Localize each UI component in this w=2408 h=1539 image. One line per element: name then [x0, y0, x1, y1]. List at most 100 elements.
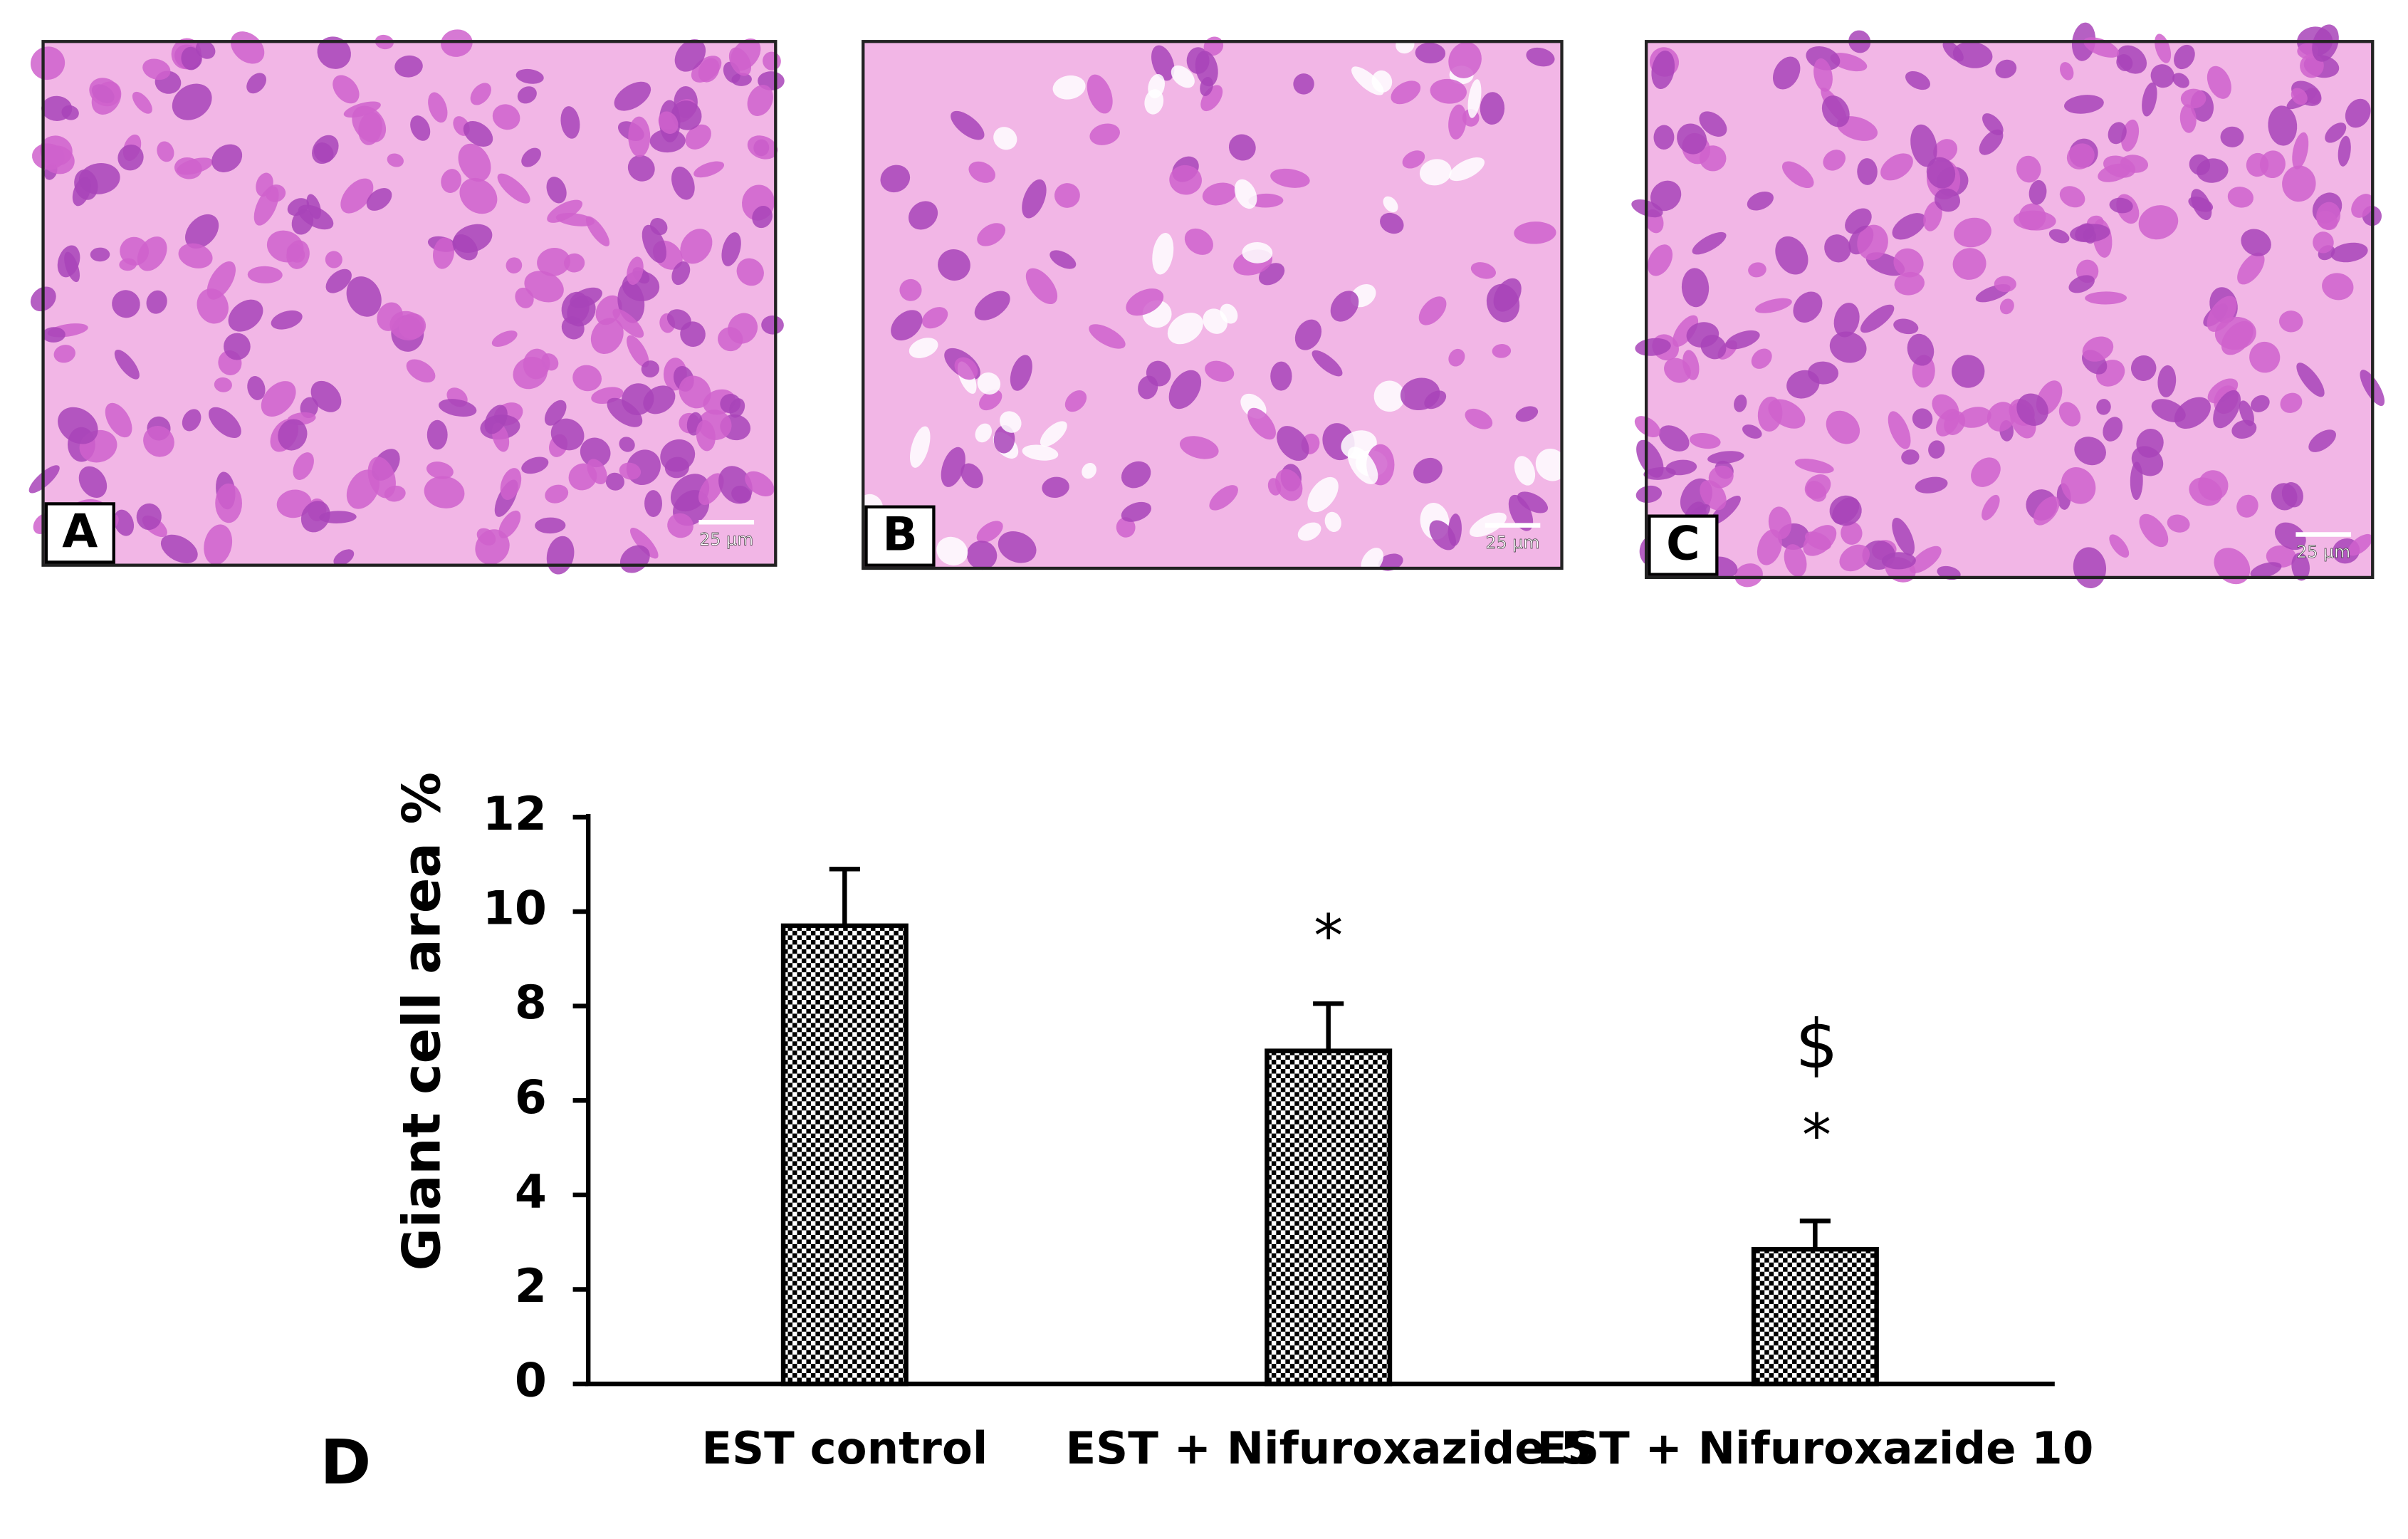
cell	[293, 452, 314, 480]
micrographs: A 25 µm B 25 µm C 25 µm	[28, 22, 2385, 588]
cell	[1010, 355, 1032, 391]
cell	[658, 111, 679, 135]
cell	[1971, 457, 2001, 487]
cell	[64, 251, 80, 283]
cell	[178, 243, 213, 268]
tissue	[856, 36, 1568, 574]
cell	[1747, 191, 1774, 211]
cell	[1986, 402, 2016, 432]
cell	[1138, 375, 1158, 400]
cell	[384, 485, 406, 502]
cell	[1234, 179, 1257, 209]
cell	[2345, 98, 2371, 128]
cell	[1052, 75, 1086, 100]
y-tick-label: 10	[483, 882, 547, 936]
cell	[1492, 344, 1512, 358]
cell	[317, 36, 351, 69]
cell	[667, 513, 693, 538]
cell	[891, 310, 923, 341]
cell	[975, 423, 993, 443]
cell	[537, 248, 570, 276]
cell	[2241, 229, 2271, 256]
cell	[1934, 188, 1961, 212]
cell	[2096, 399, 2111, 415]
cell	[1672, 315, 1699, 347]
cell	[185, 214, 219, 249]
y-tick-label: 6	[515, 1071, 547, 1125]
cell	[2180, 88, 2207, 109]
cell	[2239, 400, 2254, 427]
cell	[439, 399, 477, 417]
cell	[2174, 44, 2195, 70]
cell	[1757, 529, 1782, 565]
significance-mark: *	[1314, 902, 1343, 970]
cell	[2268, 105, 2298, 146]
cell	[1647, 244, 1673, 276]
cell	[619, 462, 642, 480]
cell	[1248, 193, 1284, 208]
cell	[1351, 66, 1384, 95]
cell	[2130, 355, 2157, 381]
cell	[666, 309, 691, 330]
panel-label: A	[62, 505, 98, 558]
cell	[1933, 139, 1958, 162]
cell	[728, 47, 752, 76]
cell	[685, 124, 711, 150]
y-axis-title: Giant cell area %	[392, 772, 453, 1271]
cell	[1823, 150, 1846, 171]
cell	[1324, 511, 1341, 533]
cell	[1952, 355, 1985, 388]
cell	[2322, 273, 2354, 301]
cell	[517, 86, 537, 104]
cell	[228, 299, 263, 332]
cell	[1270, 361, 1292, 391]
cell	[143, 425, 174, 457]
cell	[1470, 262, 1496, 279]
cell	[424, 476, 465, 508]
cell	[535, 517, 566, 534]
cell	[1905, 71, 1930, 90]
cell	[1892, 213, 1926, 240]
cell	[1148, 73, 1166, 99]
cell	[671, 261, 691, 286]
cell	[1089, 324, 1126, 349]
cell	[1448, 348, 1465, 367]
cell	[1826, 410, 1860, 444]
cell	[463, 120, 493, 147]
cell	[521, 147, 541, 167]
cell	[968, 161, 995, 183]
cell	[1699, 111, 1727, 137]
cell	[1994, 276, 2016, 293]
cell	[921, 307, 948, 329]
cell	[1378, 553, 1403, 571]
cell	[910, 426, 931, 468]
cell	[1942, 41, 1964, 62]
cell	[1179, 436, 1219, 459]
y-tick-label: 2	[515, 1260, 547, 1313]
cell	[1901, 449, 1920, 465]
cell	[182, 409, 201, 432]
cell	[560, 106, 580, 139]
cell	[718, 327, 743, 352]
cell	[1247, 407, 1276, 440]
cell	[936, 536, 968, 565]
cell	[506, 257, 523, 274]
cell	[627, 155, 655, 182]
significance-mark: *	[1802, 1102, 1831, 1170]
cell	[441, 169, 462, 193]
cell	[261, 381, 296, 417]
x-tick-label: EST + Nifuroxazide 5	[1065, 1422, 1591, 1474]
cell	[1022, 179, 1047, 219]
cell	[736, 258, 764, 286]
cell	[612, 308, 644, 338]
cell	[113, 509, 135, 536]
cell	[2179, 104, 2197, 133]
cell	[366, 188, 392, 211]
cell	[119, 258, 137, 271]
cell	[117, 145, 144, 171]
cell	[1064, 390, 1087, 412]
cell	[1954, 217, 1991, 248]
cell	[1833, 303, 1860, 338]
cell	[2251, 395, 2270, 412]
cell	[287, 198, 310, 216]
